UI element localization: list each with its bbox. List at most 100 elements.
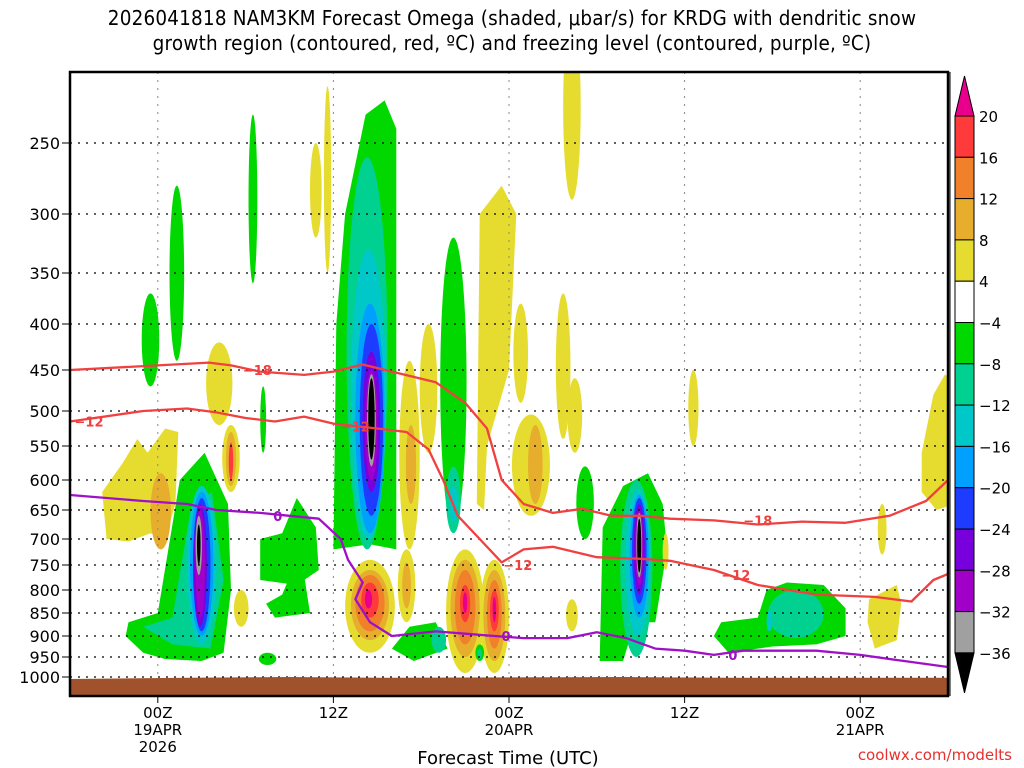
colorbar-label: −36: [979, 645, 1011, 663]
colorbar-swatch: [954, 156, 975, 200]
colorbar-label: −16: [979, 438, 1011, 456]
x-tick-label: 21APR: [836, 721, 885, 739]
omega-teal-region: [768, 590, 824, 639]
colorbar-label: −8: [979, 356, 1001, 374]
omega-yellow-region: [921, 374, 948, 510]
colorbar-swatch: [954, 528, 975, 571]
colorbar-swatch: [954, 404, 975, 447]
colorbar-label: −12: [979, 397, 1011, 415]
colorbar-swatch: [954, 198, 975, 241]
omega-magenta-core: [364, 590, 373, 609]
x-tick-label: 00Z: [143, 704, 172, 722]
omega-yellow-region: [323, 86, 332, 273]
contour-dgz-minus-12: [70, 407, 948, 603]
y-tick-label: 600: [29, 471, 60, 490]
x-tick-label: 20APR: [485, 721, 534, 739]
omega-black-core: [368, 378, 375, 460]
y-tick-label: 550: [29, 437, 60, 456]
colorbar-arrow-top: [954, 75, 975, 117]
x-tick-label: 19APR: [133, 721, 182, 739]
omega-cyan-region: [766, 610, 773, 632]
omega-yellow-region: [566, 599, 578, 632]
colorbar-swatch: [954, 363, 975, 406]
contour-label-freezing-level-0: 0: [728, 649, 737, 664]
omega-yellow-region: [555, 293, 571, 440]
contour-label-freezing-level-0: 0: [502, 630, 511, 645]
omega-yellow-region: [867, 585, 902, 649]
y-tick-label: 450: [29, 361, 60, 380]
omega-green-region: [258, 652, 277, 666]
x-tick-label: 12Z: [319, 704, 348, 722]
y-tick-label: 250: [29, 134, 60, 153]
omega-yellow-region: [309, 143, 322, 238]
omega-magenta-core: [462, 592, 468, 614]
colorbar-label: −28: [979, 562, 1011, 580]
contour-label-dgz-minus-12: −12: [503, 559, 532, 574]
colorbar: 20 16 12 8 4 −4 −8 −12 −16 −20 −24 −28 −32 −36: [949, 72, 1011, 696]
omega-green-region: [440, 237, 467, 528]
gridlines: [70, 72, 948, 696]
colorbar-swatch: [954, 115, 975, 158]
x-tick-label: 12Z: [670, 704, 699, 722]
contour-label-dgz-minus-18: −18: [243, 364, 272, 379]
y-axis: 250 300 350 400 450 500 550 600 650 700 750 800 850 9…: [19, 134, 70, 687]
y-tick-label: 500: [29, 402, 60, 421]
y-tick-label: 850: [29, 604, 60, 623]
omega-gold-region: [402, 562, 411, 609]
omega-green-region: [576, 466, 594, 539]
x-axis-label: Forecast Time (UTC): [417, 748, 598, 768]
omega-yellow-region: [233, 590, 249, 627]
omega-green-region: [260, 498, 319, 585]
y-tick-label: 300: [29, 205, 60, 224]
x-tick-label: 00Z: [846, 704, 875, 722]
colorbar-label: −20: [979, 480, 1011, 498]
omega-red-region: [228, 442, 234, 480]
omega-green-region: [169, 185, 185, 361]
colorbar-swatch: [954, 445, 975, 489]
omega-teal-region: [431, 626, 447, 653]
contour-dgz-minus-18: [70, 361, 948, 526]
colorbar-label: 20: [979, 108, 998, 126]
colorbar-swatch: [954, 569, 975, 613]
colorbar-label: −24: [979, 521, 1011, 539]
omega-gold-region: [150, 473, 171, 550]
terrain-ground: [70, 677, 948, 696]
contour-label-dgz-minus-18: −18: [743, 514, 772, 529]
y-tick-label: 750: [29, 556, 60, 575]
contour-freezing-level-0: [70, 493, 948, 669]
colorbar-label: 4: [979, 273, 989, 291]
omega-yellow-region: [688, 370, 699, 446]
contour-lines: −18 −18 −12 −12 −12 −12 0 0 0: [70, 361, 948, 669]
chart-title-line-1: 2026041818 NAM3KM Forecast Omega (shaded…: [107, 6, 917, 30]
colorbar-swatch: [954, 611, 975, 654]
x-tick-label: 00Z: [494, 704, 523, 722]
contour-label-freezing-level-0: 0: [273, 510, 282, 525]
y-tick-label: 400: [29, 315, 60, 334]
y-tick-label: 700: [29, 530, 60, 549]
omega-gold-region: [528, 425, 543, 504]
omega-magenta-core: [492, 596, 497, 623]
y-tick-label: 1000: [19, 668, 60, 687]
contour-label-dgz-minus-12: −12: [341, 420, 370, 435]
omega-green-region: [141, 293, 160, 387]
y-tick-label: 950: [29, 648, 60, 667]
colorbar-swatch: [954, 487, 975, 530]
y-tick-label: 800: [29, 581, 60, 600]
omega-yellow-region: [567, 378, 583, 453]
colorbar-arrow-bottom: [954, 652, 975, 694]
omega-yellow-region: [877, 504, 887, 555]
contour-label-dgz-minus-12: −12: [721, 569, 750, 584]
ground-surface: [70, 677, 948, 696]
colorbar-label: 16: [979, 149, 998, 167]
omega-yellow-region: [514, 333, 522, 387]
chart-title: 2026041818 NAM3KM Forecast Omega (shaded…: [41, 6, 983, 56]
colorbar-swatch: [954, 239, 975, 282]
omega-green-region: [248, 114, 258, 284]
colorbar-label: −4: [979, 315, 1001, 333]
y-tick-label: 350: [29, 264, 60, 283]
colorbar-swatch: [954, 280, 975, 324]
y-tick-label: 650: [29, 501, 60, 520]
y-tick-label: 900: [29, 627, 60, 646]
